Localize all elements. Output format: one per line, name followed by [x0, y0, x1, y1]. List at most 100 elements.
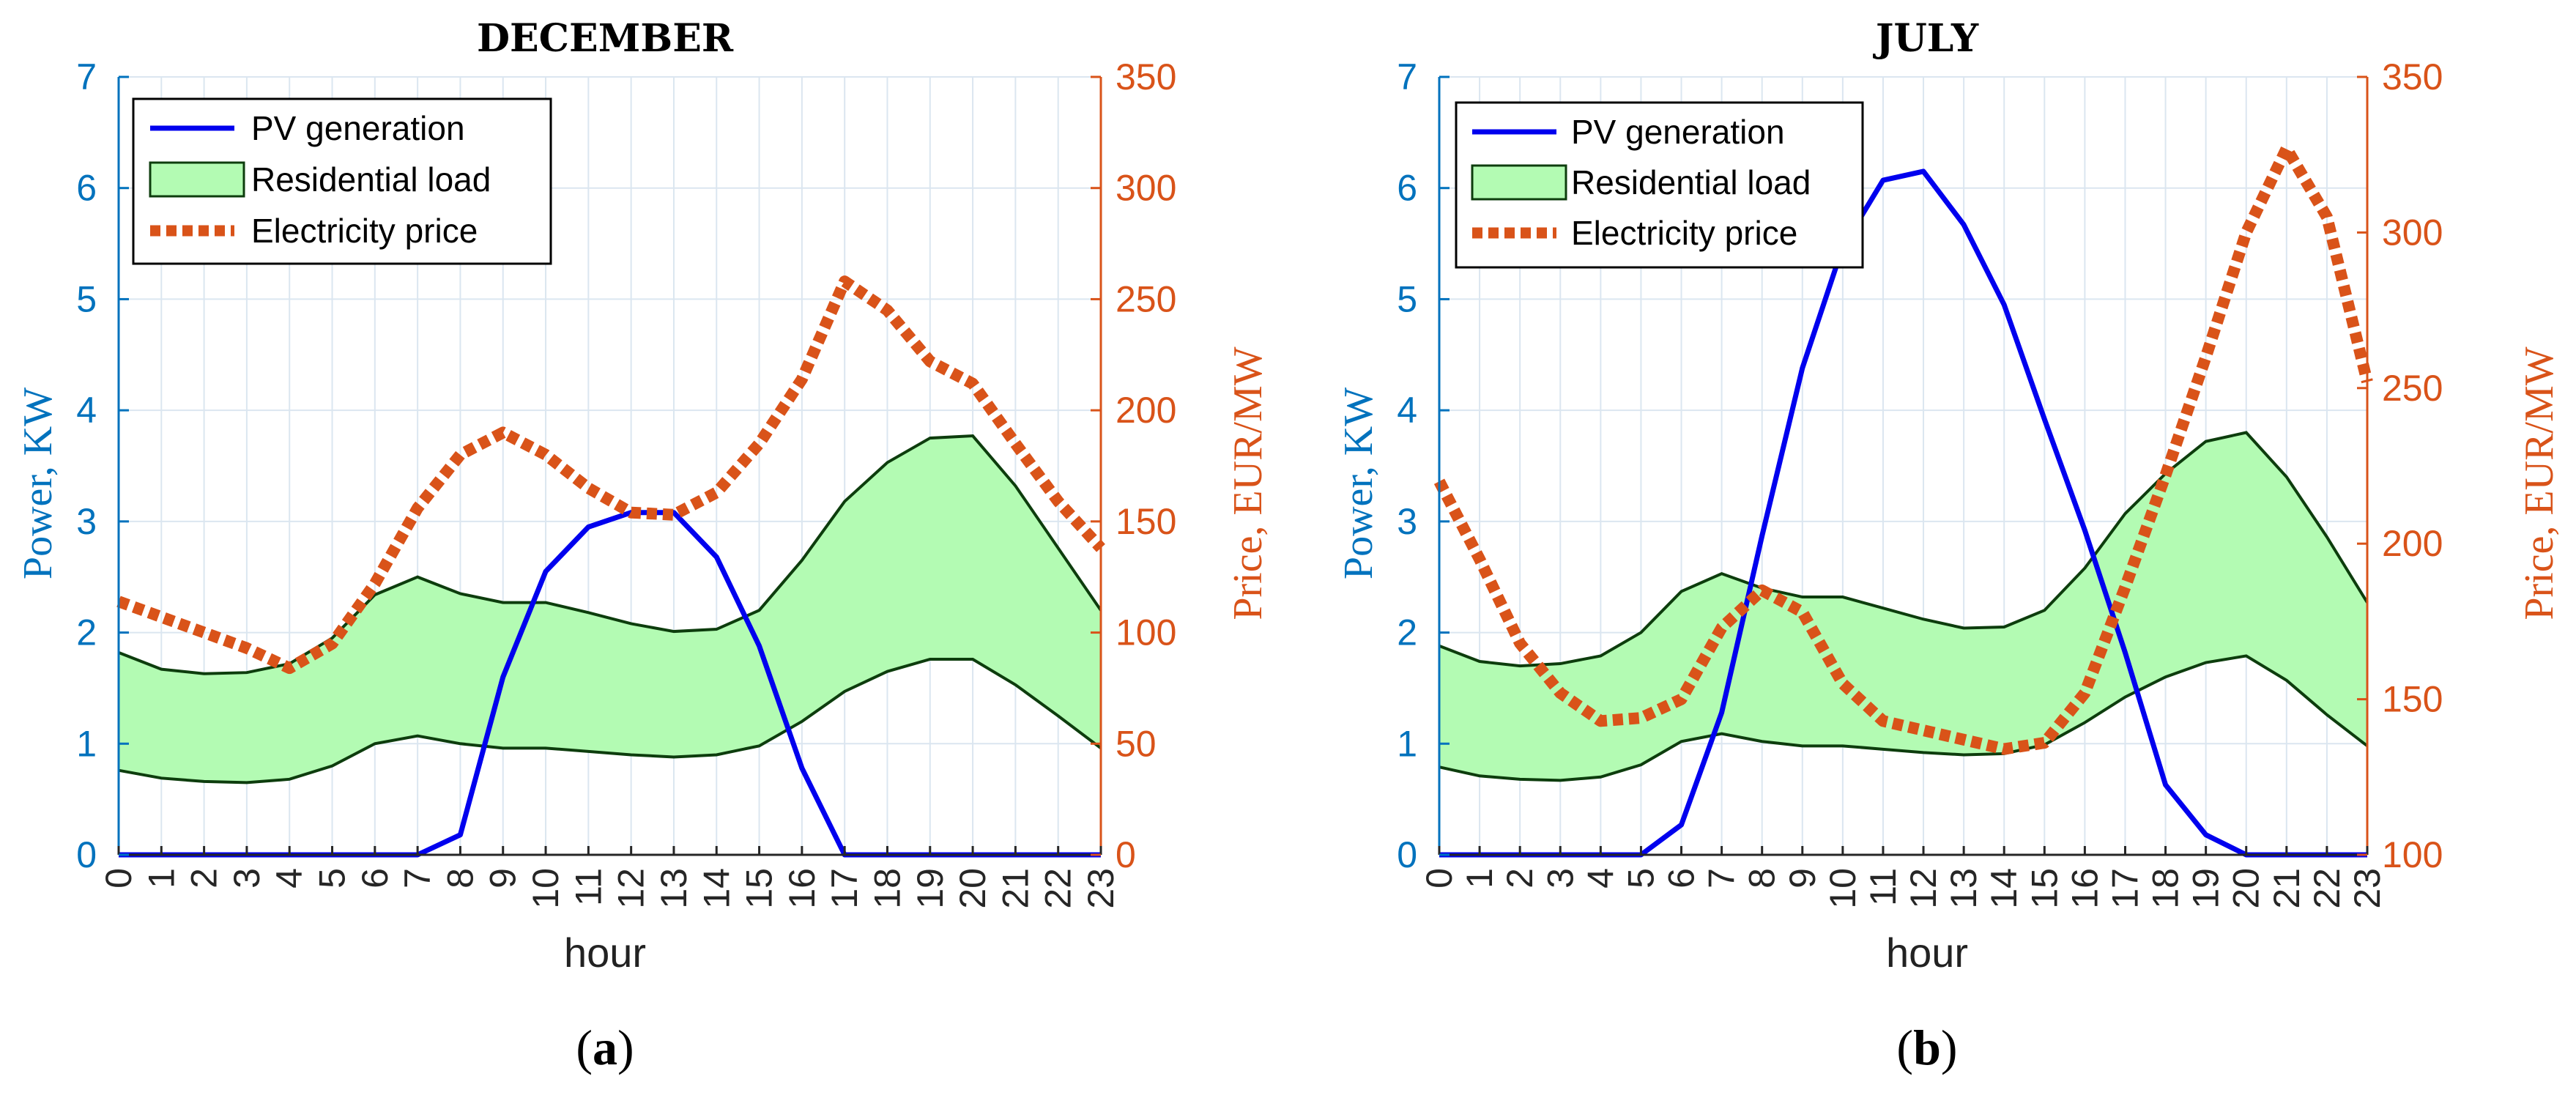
- x-tick-label: 7: [397, 868, 438, 889]
- x-tick-label: 8: [1742, 868, 1783, 889]
- left-y-tick-label: 6: [1397, 168, 1417, 209]
- left-y-tick-label: 3: [1397, 501, 1417, 542]
- panel-caption-b: (b): [1896, 1020, 1957, 1075]
- x-tick-label: 0: [1419, 868, 1460, 889]
- left-axis-label-a: Power, KW: [15, 387, 61, 579]
- legend-pv-label: PV generation: [251, 109, 465, 147]
- x-tick-label: 21: [2266, 868, 2307, 909]
- x-tick-label: 9: [1782, 868, 1823, 889]
- legend-load-swatch: [149, 161, 245, 198]
- left-y-tick-label: 3: [76, 501, 97, 542]
- right-y-tick-label: 250: [1116, 278, 1176, 319]
- x-tick-label: 10: [525, 868, 566, 909]
- legend-load-label: Residential load: [251, 160, 491, 199]
- x-tick-label: 11: [1863, 868, 1904, 906]
- left-y-tick-label: 7: [1397, 56, 1417, 97]
- x-tick-label: 3: [1540, 868, 1581, 889]
- residential-load-band: [119, 436, 1101, 783]
- right-y-tick-label: 150: [1116, 501, 1176, 542]
- left-axis-label-b: Power, KW: [1336, 387, 1381, 579]
- x-tick-label: 15: [2024, 868, 2065, 909]
- plot-area-a: 0 1 2 3 4 5 6 7 8 9 10 11 12 13 14 15 16 17 18 19 20 21 22 2301…: [76, 56, 1176, 909]
- x-tick-label: 13: [653, 868, 694, 909]
- x-tick-label: 19: [2186, 868, 2227, 909]
- left-y-tick-label: 5: [76, 278, 97, 319]
- residential-load-upper-line: [118, 434, 1102, 675]
- right-y-tick-label: 350: [1116, 56, 1176, 97]
- x-axis-label-a: hour: [564, 930, 646, 976]
- x-tick-label: 22: [2306, 868, 2347, 909]
- right-y-tick-label: 50: [1116, 723, 1157, 764]
- x-tick-label: 19: [910, 868, 951, 909]
- x-tick-label: 23: [1080, 868, 1121, 909]
- x-tick-label: 0: [98, 868, 139, 889]
- chart-panel-b: 0 1 2 3 4 5 6 7 8 9 10 11 12 13 14 15 16 17 18 19 20 21 22 2301…: [1336, 16, 2562, 1075]
- right-y-tick-label: 150: [2382, 679, 2443, 720]
- left-y-tick-label: 1: [1397, 723, 1417, 764]
- left-y-tick-label: 0: [1397, 834, 1417, 875]
- x-tick-label: 10: [1822, 868, 1863, 909]
- x-tick-label: 1: [141, 868, 182, 889]
- electricity-price-line: [1433, 142, 2373, 755]
- left-y-tick-label: 1: [76, 723, 97, 764]
- electricity-price-line: [116, 275, 1105, 675]
- x-tick-label: 9: [483, 868, 524, 889]
- legend-load-label: Residential load: [1571, 163, 1811, 201]
- x-tick-label: 20: [952, 868, 993, 909]
- x-tick-label: 6: [1661, 868, 1702, 889]
- x-tick-label: 4: [269, 868, 310, 889]
- left-y-tick-label: 7: [76, 56, 97, 97]
- right-y-tick-label: 250: [2382, 368, 2443, 409]
- x-tick-label: 21: [995, 868, 1036, 909]
- legend-price-label: Electricity price: [251, 212, 478, 250]
- x-tick-label: 16: [782, 868, 823, 909]
- right-y-tick-label: 300: [2382, 212, 2443, 253]
- x-tick-label: 15: [739, 868, 780, 909]
- right-y-tick-label: 200: [2382, 523, 2443, 564]
- left-y-tick-label: 0: [76, 834, 97, 875]
- legend-price-label: Electricity price: [1571, 214, 1797, 252]
- right-axis-label-b: Price, EUR/MW: [2517, 346, 2562, 620]
- chart-title-a: DECEMBER: [477, 16, 734, 61]
- x-tick-label: 5: [312, 868, 353, 889]
- x-tick-label: 11: [568, 868, 609, 906]
- x-tick-label: 12: [611, 868, 652, 909]
- x-tick-label: 16: [2064, 868, 2105, 909]
- residential-load-upper-line: [1439, 431, 2369, 668]
- left-y-tick-label: 6: [76, 168, 97, 209]
- residential-load-lower-line: [1439, 654, 2369, 782]
- x-tick-label: 14: [1983, 868, 2024, 909]
- x-tick-label: 2: [1499, 868, 1540, 889]
- right-y-tick-label: 300: [1116, 168, 1176, 209]
- x-tick-label: 17: [2104, 868, 2145, 909]
- x-tick-label: 20: [2226, 868, 2267, 909]
- right-y-tick-label: 350: [2382, 56, 2443, 97]
- left-y-tick-label: 2: [1397, 612, 1417, 653]
- x-tick-label: 2: [184, 868, 225, 889]
- residential-load-lower-line: [118, 657, 1102, 784]
- x-tick-label: 8: [439, 868, 480, 889]
- chart-title-b: JULY: [1873, 16, 1979, 61]
- legend-b: PV generation Residential load Electrici…: [1455, 101, 1864, 269]
- x-tick-label: 4: [1580, 868, 1621, 889]
- x-tick-label: 14: [696, 868, 737, 909]
- x-tick-label: 23: [2347, 868, 2388, 909]
- right-y-tick-label: 200: [1116, 390, 1176, 431]
- x-axis-label-b: hour: [1886, 930, 1968, 976]
- x-tick-label: 22: [1038, 868, 1079, 909]
- x-tick-label: 5: [1620, 868, 1661, 889]
- panel-caption-a: (a): [576, 1020, 634, 1075]
- left-y-tick-label: 5: [1397, 278, 1417, 319]
- right-y-tick-label: 100: [2382, 834, 2443, 875]
- legend-pv-label: PV generation: [1571, 113, 1785, 151]
- x-tick-label: 6: [355, 868, 396, 889]
- x-tick-label: 18: [2145, 868, 2186, 909]
- chart-panel-a: 0 1 2 3 4 5 6 7 8 9 10 11 12 13 14 15 16 17 18 19 20 21 22 2301…: [15, 16, 1271, 1075]
- x-tick-label: 12: [1903, 868, 1944, 909]
- x-tick-label: 18: [866, 868, 907, 909]
- x-tick-label: 1: [1459, 868, 1500, 889]
- x-tick-label: 17: [824, 868, 865, 909]
- left-y-tick-label: 2: [76, 612, 97, 653]
- right-axis-label-a: Price, EUR/MW: [1225, 346, 1271, 620]
